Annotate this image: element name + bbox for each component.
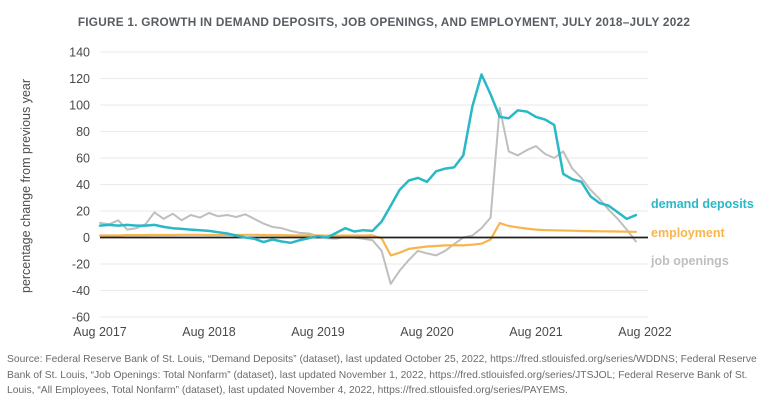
- y-tick-label: -60: [72, 310, 90, 324]
- y-axis-ticks: 140 120 100 80 60 40 20 0 -20 -40 -60: [69, 45, 90, 324]
- employment-line: [98, 222, 638, 257]
- x-tick-label: Aug 2020: [400, 325, 454, 339]
- legend-job-openings: job openings: [651, 254, 729, 268]
- x-tick-label: Aug 2019: [291, 325, 345, 339]
- y-tick-label: 120: [69, 72, 90, 86]
- y-tick-label: 80: [76, 125, 90, 139]
- y-tick-label: 40: [76, 178, 90, 192]
- x-tick-label: Aug 2022: [618, 325, 672, 339]
- gridlines: [100, 51, 648, 318]
- job-openings-line: [99, 106, 637, 285]
- y-tick-label: 60: [76, 151, 90, 165]
- y-tick-label: 140: [69, 45, 90, 59]
- x-tick-label: Aug 2018: [182, 325, 236, 339]
- x-tick-label: Aug 2021: [509, 325, 563, 339]
- y-tick-label: -20: [72, 257, 90, 271]
- legend-demand-deposits: demand deposits: [651, 197, 754, 211]
- legend-employment: employment: [651, 226, 725, 240]
- source-note: Source: Federal Reserve Bank of St. Loui…: [7, 354, 757, 397]
- demand-deposits-line: [98, 73, 638, 245]
- x-tick-label: Aug 2017: [73, 325, 127, 339]
- x-axis-ticks: Aug 2017 Aug 2018 Aug 2019 Aug 2020 Aug 2021…: [73, 325, 672, 339]
- y-tick-label: 100: [69, 98, 90, 112]
- y-tick-label: 0: [83, 231, 90, 245]
- y-tick-label: 20: [76, 204, 90, 218]
- figure-title: FIGURE 1. GROWTH IN DEMAND DEPOSITS, JOB…: [77, 15, 691, 29]
- y-tick-label: -40: [72, 284, 90, 298]
